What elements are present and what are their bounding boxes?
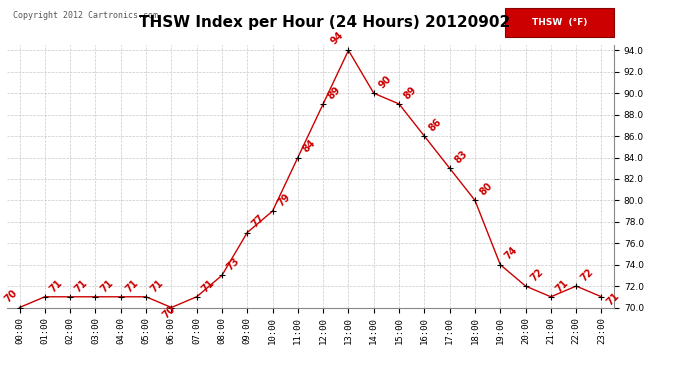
FancyBboxPatch shape <box>505 8 614 37</box>
Text: Copyright 2012 Cartronics.com: Copyright 2012 Cartronics.com <box>13 11 158 20</box>
Text: 71: 71 <box>48 278 64 294</box>
Text: 89: 89 <box>326 84 343 101</box>
Text: 71: 71 <box>604 291 621 308</box>
Text: 71: 71 <box>199 278 216 294</box>
Text: 71: 71 <box>553 278 570 294</box>
Text: 84: 84 <box>301 138 317 155</box>
Text: 71: 71 <box>149 278 166 294</box>
Text: 72: 72 <box>579 267 595 283</box>
Text: 70: 70 <box>3 288 19 305</box>
Text: 70: 70 <box>160 303 177 320</box>
Text: 74: 74 <box>503 245 520 262</box>
Text: 72: 72 <box>529 267 545 283</box>
Text: THSW  (°F): THSW (°F) <box>532 18 587 27</box>
Text: 79: 79 <box>275 192 292 208</box>
Text: 90: 90 <box>377 74 393 90</box>
Text: 71: 71 <box>73 278 90 294</box>
Text: 86: 86 <box>427 117 444 133</box>
Text: 83: 83 <box>453 149 469 165</box>
Text: 77: 77 <box>250 213 266 230</box>
Text: 71: 71 <box>98 278 115 294</box>
Text: 89: 89 <box>402 84 419 101</box>
Text: 80: 80 <box>477 181 495 198</box>
Text: 73: 73 <box>225 256 241 273</box>
Text: THSW Index per Hour (24 Hours) 20120902: THSW Index per Hour (24 Hours) 20120902 <box>139 15 510 30</box>
Text: 94: 94 <box>329 30 346 46</box>
Text: 71: 71 <box>124 278 140 294</box>
